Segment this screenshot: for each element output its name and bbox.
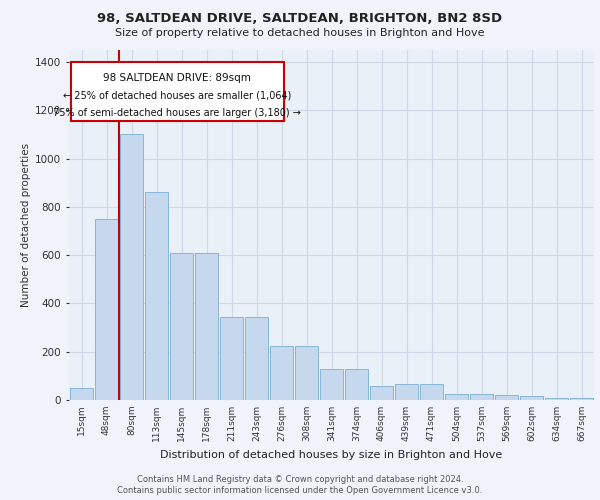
Bar bbox=[245, 316, 268, 400]
Bar bbox=[170, 253, 193, 400]
Text: 98, SALTDEAN DRIVE, SALTDEAN, BRIGHTON, BN2 8SD: 98, SALTDEAN DRIVE, SALTDEAN, BRIGHTON, … bbox=[97, 12, 503, 26]
Text: Contains HM Land Registry data © Crown copyright and database right 2024.: Contains HM Land Registry data © Crown c… bbox=[137, 475, 463, 484]
Bar bbox=[545, 398, 568, 400]
Text: Size of property relative to detached houses in Brighton and Hove: Size of property relative to detached ho… bbox=[115, 28, 485, 38]
Bar bbox=[70, 388, 93, 400]
Text: Contains public sector information licensed under the Open Government Licence v3: Contains public sector information licen… bbox=[118, 486, 482, 495]
FancyBboxPatch shape bbox=[71, 62, 284, 121]
Bar bbox=[120, 134, 143, 400]
Text: 75% of semi-detached houses are larger (3,180) →: 75% of semi-detached houses are larger (… bbox=[53, 108, 301, 118]
Bar bbox=[295, 346, 318, 400]
Bar bbox=[145, 192, 168, 400]
Bar bbox=[320, 368, 343, 400]
Text: ← 25% of detached houses are smaller (1,064): ← 25% of detached houses are smaller (1,… bbox=[63, 90, 292, 101]
Bar bbox=[420, 384, 443, 400]
Bar bbox=[570, 398, 593, 400]
X-axis label: Distribution of detached houses by size in Brighton and Hove: Distribution of detached houses by size … bbox=[160, 450, 503, 460]
Bar bbox=[395, 384, 418, 400]
Bar bbox=[370, 386, 393, 400]
Bar bbox=[470, 394, 493, 400]
Y-axis label: Number of detached properties: Number of detached properties bbox=[21, 143, 31, 307]
Bar bbox=[220, 316, 243, 400]
Bar bbox=[345, 368, 368, 400]
Text: 98 SALTDEAN DRIVE: 89sqm: 98 SALTDEAN DRIVE: 89sqm bbox=[103, 73, 251, 83]
Bar bbox=[95, 219, 118, 400]
Bar bbox=[495, 395, 518, 400]
Bar bbox=[270, 346, 293, 400]
Bar bbox=[195, 253, 218, 400]
Bar bbox=[445, 394, 468, 400]
Bar bbox=[520, 396, 543, 400]
